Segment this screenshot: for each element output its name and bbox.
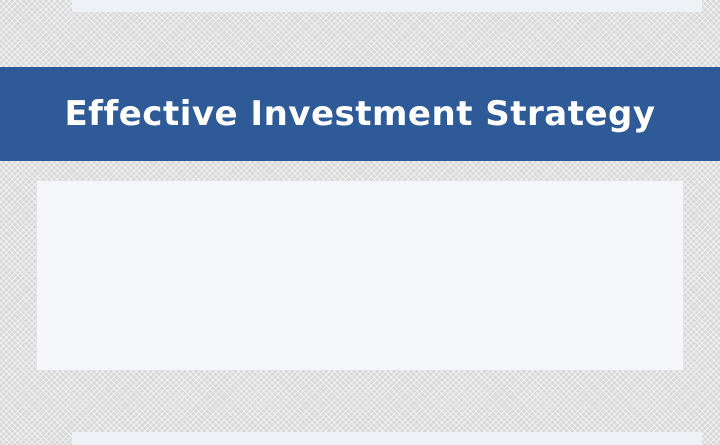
bottom-content-panel <box>72 432 702 445</box>
content-panel <box>37 181 683 370</box>
top-content-panel <box>72 0 702 12</box>
title-banner: Effective Investment Strategy <box>0 67 720 161</box>
slide-title: Effective Investment Strategy <box>64 94 656 134</box>
